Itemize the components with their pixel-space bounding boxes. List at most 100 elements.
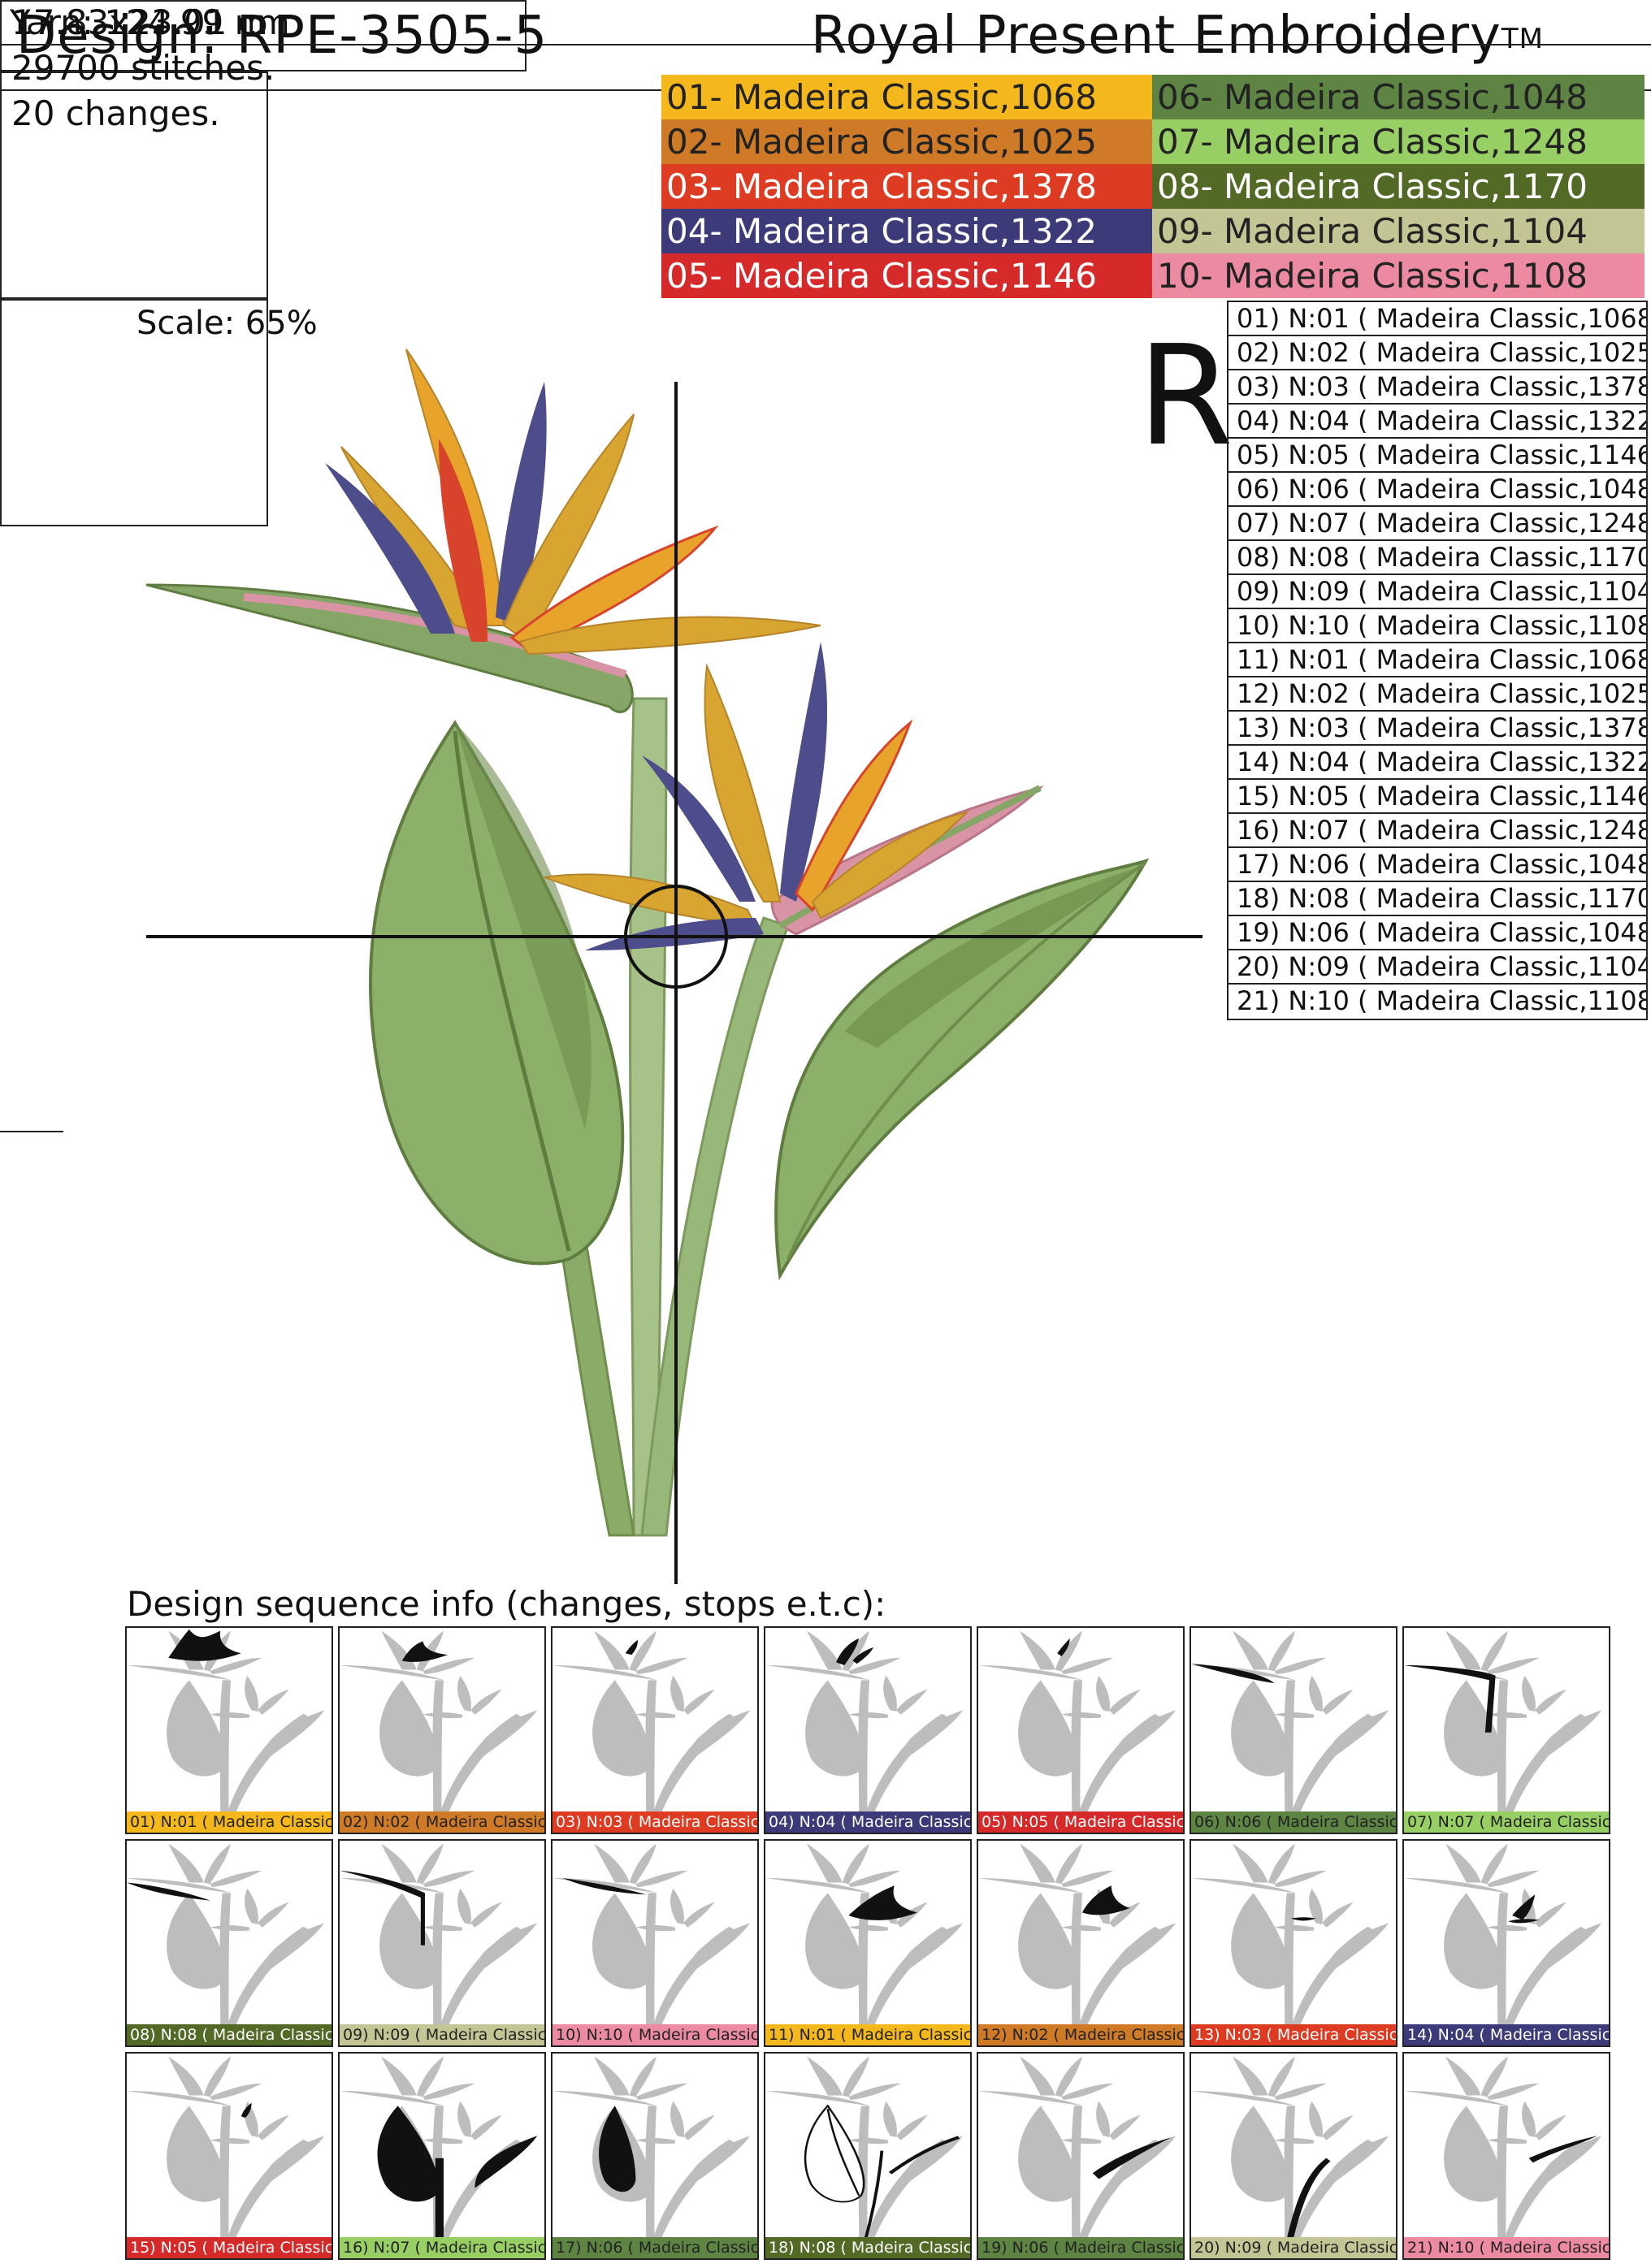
sequence-thumbnail-preview <box>765 2056 964 2240</box>
sequence-thumbnail: 18) N:08 ( Madeira Classic, <box>764 2052 972 2260</box>
sequence-thumbnail-label: 01) N:01 ( Madeira Classic,1 <box>127 1811 332 1833</box>
sequence-thumbnail-preview <box>765 1630 964 1815</box>
palette-swatch-01: 01- Madeira Classic,1068 <box>661 75 1152 119</box>
sequence-thumbnail-label: 07) N:07 ( Madeira Classic <box>1404 1811 1609 1833</box>
scale-label: Scale: 65% <box>136 305 318 342</box>
sequence-thumbnail-preview <box>552 1843 751 2028</box>
thread-list-item: 06) N:06 ( Madeira Classic,1048) <box>1228 473 1646 507</box>
sequence-thumbnail: 17) N:06 ( Madeira Classic <box>551 2052 759 2260</box>
sequence-thumbnail-preview <box>978 1630 1176 1815</box>
yarn-length: Yarn: 124.99 m <box>0 0 1651 45</box>
palette-swatch-02: 02- Madeira Classic,1025 <box>661 119 1152 164</box>
sequence-thumbnail-label: 11) N:01 ( Madeira Classic,10 <box>765 2024 970 2045</box>
sequence-thumbnail-label: 06) N:06 ( Madeira Classic, <box>1191 1811 1396 1833</box>
sequence-thumbnail: 07) N:07 ( Madeira Classic <box>1402 1626 1610 1834</box>
thread-list-item: 04) N:04 ( Madeira Classic,1322) <box>1228 405 1646 439</box>
design-title-box: Design: RPE-3505-5 <box>0 0 547 71</box>
thread-sequence-list: 01) N:01 ( Madeira Classic,1068) 02) N:02… <box>1227 301 1648 1020</box>
palette-swatch-10: 10- Madeira Classic,1108 <box>1152 253 1644 298</box>
sequence-thumbnail-preview <box>978 1843 1176 2028</box>
palette-swatch-03: 03- Madeira Classic,1378 <box>661 164 1152 209</box>
sequence-thumbnail-label: 09) N:09 ( Madeira Classic <box>340 2024 544 2045</box>
sequence-thumbnail-preview <box>1404 2056 1602 2240</box>
thread-list-item: 16) N:07 ( Madeira Classic,1248) <box>1228 814 1646 848</box>
palette-swatch-08: 08- Madeira Classic,1170 <box>1152 164 1644 209</box>
sequence-thumbnail: 14) N:04 ( Madeira Classic, <box>1402 1839 1610 2047</box>
sequence-thumbnail: 05) N:05 ( Madeira Classic <box>977 1626 1185 1834</box>
right-leaf <box>774 858 1150 1281</box>
upper-flower <box>146 348 821 713</box>
embroidery-design-preview <box>146 348 1202 1584</box>
sequence-thumbnail-preview <box>552 2056 751 2240</box>
sequence-thumbnail-preview <box>552 1630 751 1815</box>
sequence-thumbnail: 06) N:06 ( Madeira Classic, <box>1190 1626 1398 1834</box>
sequence-thumbnail-preview <box>978 2056 1176 2240</box>
leaves-group <box>369 697 1150 1537</box>
sequence-thumbnail-label: 14) N:04 ( Madeira Classic, <box>1404 2024 1609 2045</box>
thread-list-item: 15) N:05 ( Madeira Classic,1146) <box>1228 780 1646 814</box>
palette-swatch-07: 07- Madeira Classic,1248 <box>1152 119 1644 164</box>
sequence-thumbnail-label: 21) N:10 ( Madeira Classic,1 <box>1404 2237 1609 2258</box>
sequence-thumbnail: 16) N:07 ( Madeira Classic, <box>338 2052 546 2260</box>
lower-flower <box>544 642 1044 950</box>
palette-swatch-09: 09- Madeira Classic,1104 <box>1152 209 1644 253</box>
sequence-thumbnail: 15) N:05 ( Madeira Classic, <box>125 2052 333 2260</box>
sequence-thumbnail-preview <box>1191 1843 1389 2028</box>
thread-list-item: 01) N:01 ( Madeira Classic,1068) <box>1228 302 1646 336</box>
sequence-thumbnail: 19) N:06 ( Madeira Classic, <box>977 2052 1185 2260</box>
thread-list-item: 17) N:06 ( Madeira Classic,1048) <box>1228 848 1646 882</box>
thread-list-item: 02) N:02 ( Madeira Classic,1025) <box>1228 336 1646 370</box>
sequence-thumbnail-label: 08) N:08 ( Madeira Classic <box>127 2024 332 2045</box>
big-left-leaf-vein <box>453 730 571 1252</box>
thread-list-item: 19) N:06 ( Madeira Classic,1048) <box>1228 916 1646 950</box>
palette-swatch-06: 06- Madeira Classic,1048 <box>1152 75 1644 119</box>
thread-list-item: 11) N:01 ( Madeira Classic,1068) <box>1228 643 1646 677</box>
sequence-thumbnail-preview <box>765 1843 964 2028</box>
sequence-thumbnail: 08) N:08 ( Madeira Classic <box>125 1839 333 2047</box>
trademark-mark: TM <box>1501 23 1544 55</box>
sequence-thumbnail-label: 05) N:05 ( Madeira Classic <box>978 1811 1183 1833</box>
brand-name: Royal Present Embroidery <box>811 6 1502 66</box>
sequence-label: Design sequence info (changes, stops e.t… <box>127 1584 886 1624</box>
sequence-thumbnail-label: 12) N:02 ( Madeira Classic, <box>978 2024 1183 2045</box>
sequence-thumbnail: 12) N:02 ( Madeira Classic, <box>977 1839 1185 2047</box>
sequence-thumbnail-label: 20) N:09 ( Madeira Classic <box>1191 2237 1396 2258</box>
thread-list-item: 18) N:08 ( Madeira Classic,1170) <box>1228 882 1646 916</box>
sequence-thumbnail: 02) N:02 ( Madeira Classic <box>338 1626 546 1834</box>
sequence-thumbnail-label: 10) N:10 ( Madeira Classic,1 <box>552 2024 757 2045</box>
sequence-thumbnail-label: 18) N:08 ( Madeira Classic, <box>765 2237 970 2258</box>
sequence-thumbnail-preview <box>1404 1843 1602 2028</box>
brand-title: Royal Present EmbroideryTM <box>811 5 1544 67</box>
sequence-thumbnail-label: 02) N:02 ( Madeira Classic <box>340 1811 544 1833</box>
design-info-panel: 17.83x23.01 cm 29700 stitches. 20 change… <box>0 2 1651 299</box>
sequence-thumbnail-label: 04) N:04 ( Madeira Classic <box>765 1811 970 1833</box>
thread-list-item: 09) N:09 ( Madeira Classic,1104) <box>1228 575 1646 609</box>
sequence-thumbnail-preview <box>127 2056 325 2240</box>
sequence-grid: 01) N:01 ( Madeira Classic,1 02) N:02 ( M… <box>125 1626 1612 2260</box>
thread-list-item: 08) N:08 ( Madeira Classic,1170) <box>1228 541 1646 575</box>
thread-list-item: 05) N:05 ( Madeira Classic,1146) <box>1228 439 1646 473</box>
thread-list-item: 10) N:10 ( Madeira Classic,1108) <box>1228 609 1646 643</box>
sequence-thumbnail: 04) N:04 ( Madeira Classic <box>764 1626 972 1834</box>
thread-list-item: 20) N:09 ( Madeira Classic,1104) <box>1228 950 1646 985</box>
sequence-thumbnail-label: 17) N:06 ( Madeira Classic <box>552 2237 757 2258</box>
sequence-thumbnail-preview <box>340 1630 538 1815</box>
sequence-thumbnail-label: 03) N:03 ( Madeira Classic <box>552 1811 757 1833</box>
palette-swatch-04: 04- Madeira Classic,1322 <box>661 209 1152 253</box>
sequence-thumbnail-preview <box>1404 1630 1602 1815</box>
sequence-thumbnail: 03) N:03 ( Madeira Classic <box>551 1626 759 1834</box>
sequence-thumbnail: 01) N:01 ( Madeira Classic,1 <box>125 1626 333 1834</box>
sequence-thumbnail: 10) N:10 ( Madeira Classic,1 <box>551 1839 759 2047</box>
sequence-thumbnail-preview <box>340 1843 538 2028</box>
orientation-mark: R <box>1138 316 1234 477</box>
sequence-thumbnail: 21) N:10 ( Madeira Classic,1 <box>1402 2052 1610 2260</box>
thread-list-item: 13) N:03 ( Madeira Classic,1378) <box>1228 712 1646 746</box>
sequence-thumbnail-preview <box>340 2056 538 2240</box>
sequence-thumbnail: 13) N:03 ( Madeira Classic, <box>1190 1839 1398 2047</box>
sequence-thumbnail: 09) N:09 ( Madeira Classic <box>338 1839 546 2047</box>
registration-crosshair <box>146 382 1202 1584</box>
sequence-thumbnail-preview <box>1191 1630 1389 1815</box>
right-leaf-blade-upper <box>845 865 1146 1048</box>
sequence-thumbnail-preview <box>1191 2056 1389 2240</box>
yarn-info-panel: Yarn: 124.99 m <box>0 2 1651 526</box>
